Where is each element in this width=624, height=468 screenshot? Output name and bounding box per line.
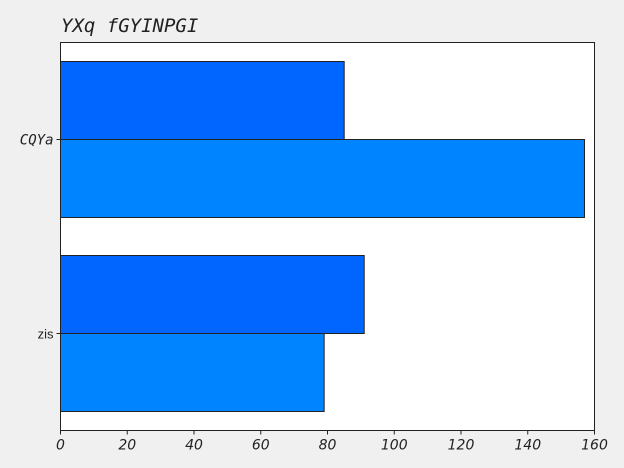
bar-zis-2: [60, 333, 325, 412]
chart-title: YXq fGYINPGI: [61, 15, 198, 37]
x-tick-label: 60: [252, 438, 270, 454]
x-tick-label: 120: [448, 438, 475, 454]
bars-group: [60, 61, 585, 412]
bar-CQYa-2: [60, 139, 585, 218]
y-tick-label: zis: [38, 327, 54, 342]
y-tick-label: CQYa: [20, 133, 54, 149]
bar-zis-1: [60, 255, 365, 334]
x-axis: 0 20 40 60 80 100 120 140 160: [56, 430, 608, 454]
y-axis: CQYa zis: [20, 133, 61, 342]
x-tick-label: 0: [56, 438, 65, 454]
bar-CQYa-1: [60, 61, 345, 140]
x-tick-label: 100: [381, 438, 408, 454]
x-tick-label: 140: [514, 438, 541, 454]
x-tick-label: 160: [581, 438, 608, 454]
x-tick-label: 40: [185, 438, 203, 454]
plot-frame: [60, 42, 595, 431]
x-tick-label: 80: [319, 438, 337, 454]
x-tick-label: 20: [118, 438, 136, 454]
